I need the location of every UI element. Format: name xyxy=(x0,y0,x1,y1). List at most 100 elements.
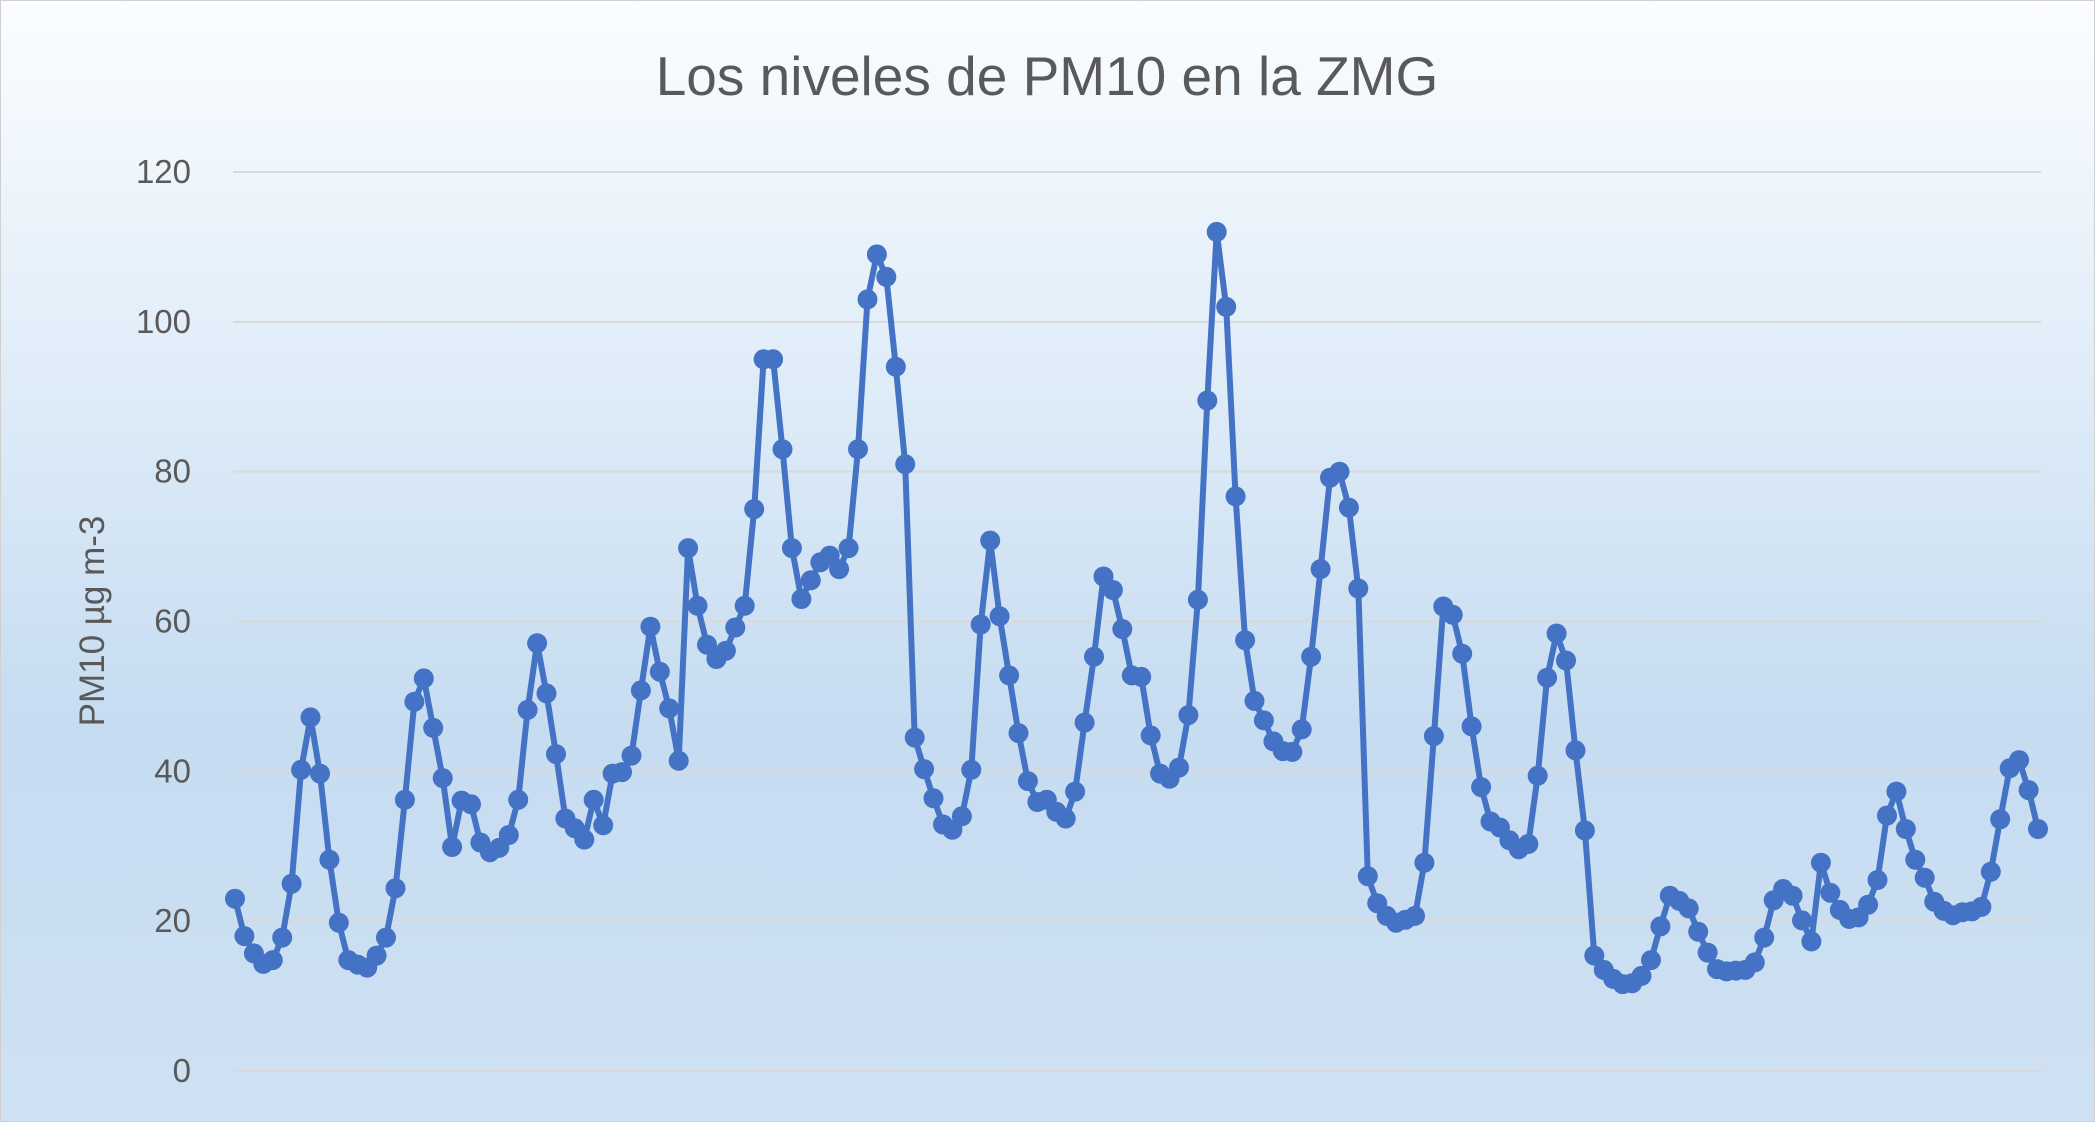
data-point xyxy=(970,614,991,635)
series-line xyxy=(232,228,2041,988)
data-point xyxy=(1877,805,1897,826)
data-point xyxy=(1197,390,1218,411)
data-point xyxy=(1810,852,1831,873)
data-point xyxy=(432,768,453,789)
data-point xyxy=(1801,931,1822,952)
data-point xyxy=(1518,834,1539,854)
data-point xyxy=(980,530,1001,551)
data-point xyxy=(310,763,330,784)
data-point xyxy=(2009,750,2030,771)
data-point xyxy=(281,873,302,894)
y-tick-label: 120 xyxy=(136,153,191,190)
data-point xyxy=(461,794,481,815)
data-point xyxy=(1301,646,1322,667)
data-point xyxy=(1792,910,1812,931)
data-point xyxy=(1017,771,1038,792)
y-tick-label: 100 xyxy=(136,303,191,340)
data-point xyxy=(1442,604,1463,625)
data-point xyxy=(1074,712,1095,733)
data-point xyxy=(951,806,972,827)
data-point xyxy=(1253,710,1274,731)
data-point xyxy=(848,439,868,460)
data-point xyxy=(838,538,859,559)
y-axis-tick-labels: 0 20 40 60 80 100 120 xyxy=(136,153,191,1089)
data-point xyxy=(1744,952,1765,973)
data-point xyxy=(1820,882,1841,903)
data-point xyxy=(734,595,755,616)
data-point xyxy=(1650,916,1671,937)
data-point xyxy=(1244,690,1265,711)
data-point xyxy=(1782,885,1803,906)
data-point xyxy=(904,727,925,748)
data-point xyxy=(262,950,283,971)
data-point xyxy=(1895,819,1916,839)
data-point xyxy=(1291,719,1312,740)
data-point xyxy=(1556,650,1576,671)
data-point xyxy=(1206,221,1227,242)
data-point xyxy=(1310,559,1331,580)
data-point xyxy=(1282,741,1303,762)
y-axis-title: PM10 µg m-3 xyxy=(73,516,112,727)
data-point xyxy=(2028,819,2048,839)
data-point xyxy=(300,707,321,728)
data-point xyxy=(1914,867,1935,888)
data-point xyxy=(1452,643,1473,664)
data-point xyxy=(583,789,604,810)
data-point xyxy=(442,837,463,857)
data-point xyxy=(1641,950,1661,971)
y-tick-label: 0 xyxy=(173,1052,191,1089)
y-tick-label: 60 xyxy=(154,603,191,640)
data-point xyxy=(1574,820,1595,841)
data-point xyxy=(1329,461,1350,482)
data-point xyxy=(895,454,916,475)
data-point xyxy=(1348,578,1369,599)
data-point xyxy=(394,789,415,810)
data-point xyxy=(366,945,387,966)
data-point xyxy=(866,244,887,265)
data-point xyxy=(1858,894,1879,915)
data-point xyxy=(1537,667,1558,688)
data-point xyxy=(404,691,425,712)
data-point xyxy=(1688,921,1709,942)
data-point xyxy=(1112,619,1133,639)
data-point xyxy=(1631,965,1652,986)
data-point xyxy=(536,683,557,704)
data-point xyxy=(1008,723,1029,744)
data-point xyxy=(668,750,689,771)
data-point xyxy=(1235,630,1256,651)
data-point xyxy=(498,825,519,845)
data-point xyxy=(763,349,784,370)
data-point xyxy=(1990,809,2011,830)
data-point xyxy=(328,912,349,933)
y-tick-label: 20 xyxy=(154,902,191,939)
data-point xyxy=(630,680,651,701)
data-point xyxy=(1971,896,1992,917)
data-point xyxy=(413,668,434,689)
data-point xyxy=(423,717,444,738)
data-point xyxy=(772,439,793,460)
data-point xyxy=(517,699,538,720)
data-point xyxy=(923,788,944,809)
data-point xyxy=(1065,781,1086,802)
data-point xyxy=(989,606,1010,627)
y-tick-label: 80 xyxy=(154,453,191,490)
data-point xyxy=(1678,898,1699,919)
data-point xyxy=(272,927,293,948)
data-point xyxy=(1225,486,1246,507)
data-point xyxy=(1169,757,1189,778)
data-point xyxy=(876,266,897,287)
data-point xyxy=(725,617,746,638)
data-point xyxy=(1131,666,1152,687)
data-point xyxy=(376,927,396,948)
data-point xyxy=(800,570,821,591)
data-point xyxy=(1405,905,1425,926)
data-point xyxy=(1905,849,1926,870)
data-point xyxy=(678,538,699,559)
data-point xyxy=(574,829,595,850)
data-point xyxy=(1084,646,1104,667)
data-point xyxy=(1357,866,1378,887)
data-point xyxy=(1102,580,1123,600)
data-point xyxy=(961,759,982,780)
data-point xyxy=(593,815,614,836)
